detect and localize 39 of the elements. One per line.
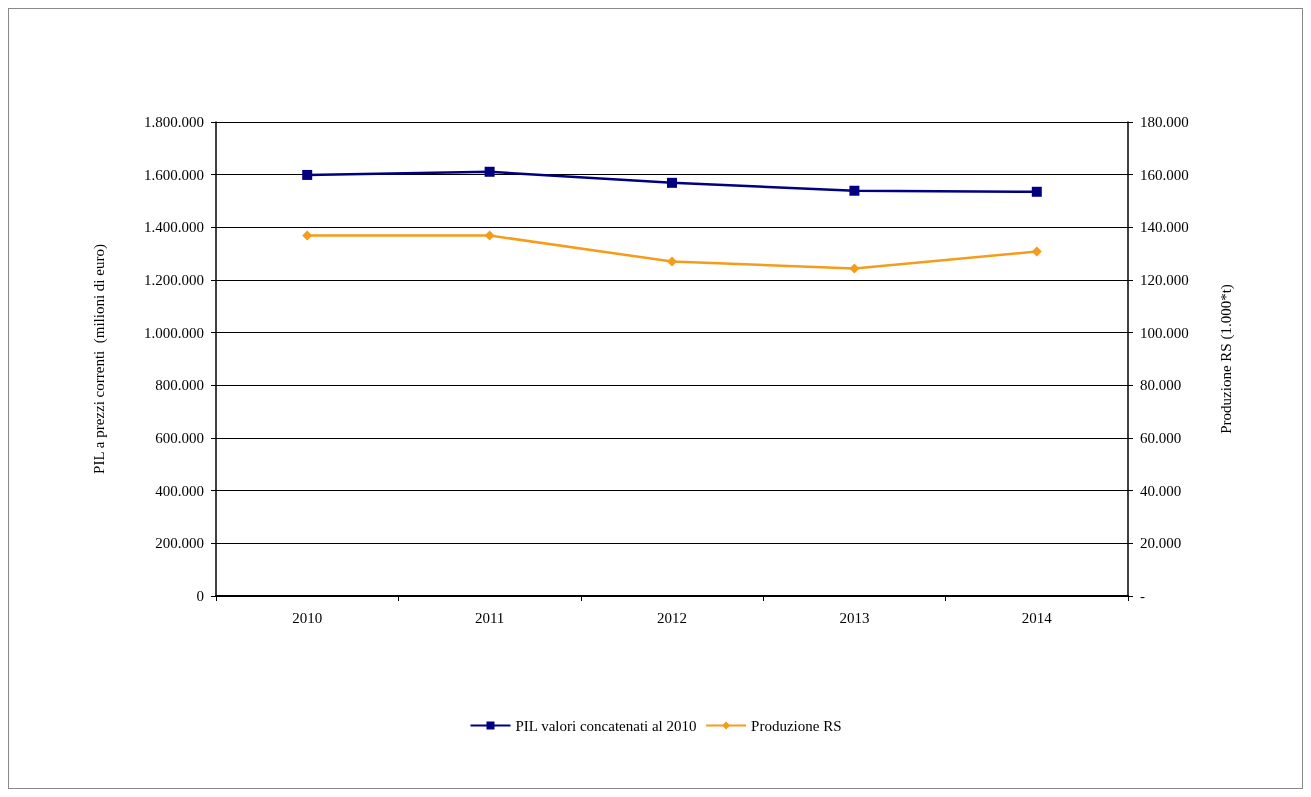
- y2-tick-label: 40.000: [1140, 482, 1182, 499]
- x-tick-label: 2011: [474, 609, 505, 626]
- point: [1031, 246, 1042, 257]
- y2-tick-label: 20.000: [1140, 535, 1182, 552]
- point: [302, 230, 313, 241]
- y-tick-label: 1.600.000: [144, 166, 204, 183]
- y-tick-label: 800.000: [155, 377, 204, 394]
- y2-axis-title: Produzione RS (1.000*t): [1217, 284, 1235, 434]
- y-tick-label: 1.800.000: [144, 114, 204, 130]
- legend-label: Produzione RS: [751, 717, 842, 734]
- point: [667, 177, 677, 188]
- x-tick-label: 2012: [657, 609, 687, 626]
- y2-tick-label: 120.000: [1140, 272, 1189, 288]
- x-tick-label: 2010: [292, 609, 323, 626]
- legend-label: PIL valori concatenati al 2010: [515, 717, 697, 734]
- y-tick-label: 600.000: [155, 430, 204, 446]
- point: [484, 230, 495, 241]
- point: [667, 256, 677, 267]
- y2-tick-label: 80.000: [1140, 377, 1182, 394]
- point: [849, 185, 860, 196]
- y2-tick-label: 100.000: [1140, 324, 1189, 341]
- x-tick-label: 2013: [839, 609, 870, 626]
- y-tick-label: 1.400.000: [144, 219, 204, 236]
- point: [849, 263, 860, 274]
- y-axis-title: PIL a prezzi correnti (milioni di euro): [90, 244, 108, 474]
- y-tick-label: 1.200.000: [144, 272, 204, 288]
- y2-tick-label: 180.000: [1140, 114, 1189, 130]
- y-tick-label: 200.000: [155, 535, 204, 552]
- point: [484, 166, 495, 177]
- y-tick-label: 1.000.000: [144, 324, 204, 341]
- y2-tick-label: -: [1140, 588, 1145, 604]
- y2-tick-label: 60.000: [1140, 430, 1182, 446]
- y-tick-label: 0: [196, 588, 204, 604]
- point: [302, 169, 313, 180]
- y2-tick-label: 160.000: [1140, 166, 1189, 183]
- y-tick-label: 400.000: [155, 482, 204, 499]
- point: [1031, 186, 1042, 197]
- x-tick-label: 2014: [1021, 609, 1053, 626]
- y2-tick-label: 140.000: [1140, 219, 1189, 236]
